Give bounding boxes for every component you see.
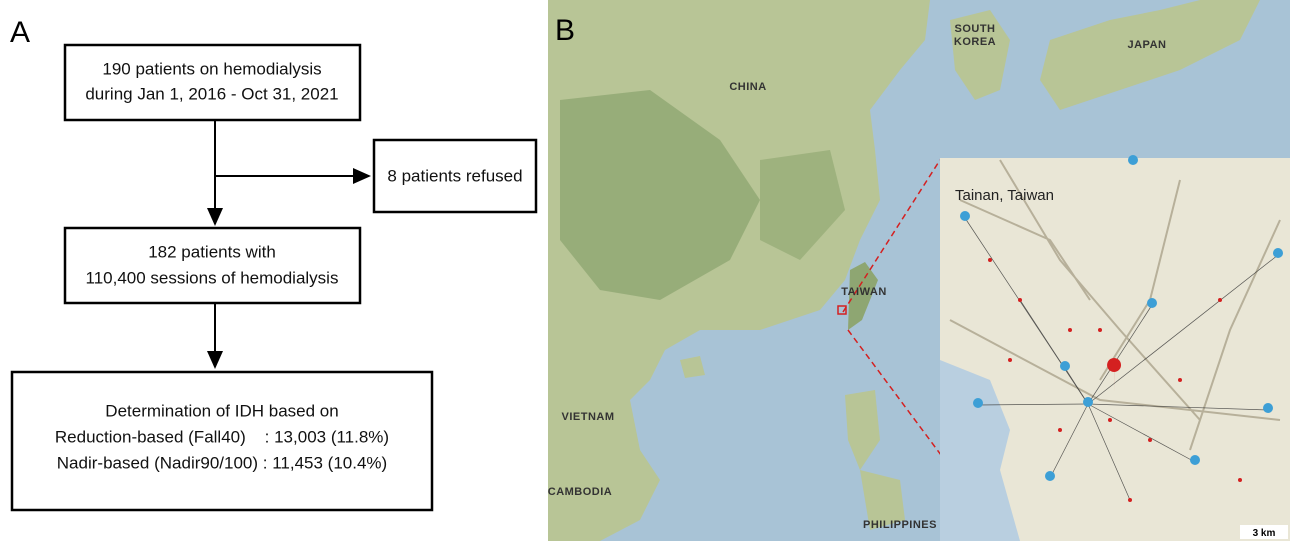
- scale-label: 3 km: [1253, 528, 1276, 539]
- map: [548, 0, 1290, 541]
- inset-title: Tainan, Taiwan: [955, 187, 1054, 204]
- flow-text: 110,400 sessions of hemodialysis: [86, 268, 339, 287]
- map-label: VIETNAM: [562, 411, 615, 423]
- flow-box: [65, 45, 360, 120]
- map-label: PHILIPPINES: [863, 519, 937, 531]
- map-label: JAPAN: [1128, 39, 1167, 51]
- map-label: TAIWAN: [841, 286, 887, 298]
- flow-text: during Jan 1, 2016 - Oct 31, 2021: [85, 84, 338, 103]
- flow-text: Determination of IDH based on: [105, 401, 338, 420]
- flow-text: 8 patients refused: [387, 166, 522, 185]
- flow-box: [65, 228, 360, 303]
- map-label: CAMBODIA: [548, 486, 613, 498]
- figure: A 190 patients on hemodialysis during Ja…: [0, 0, 1290, 541]
- flow-text: 190 patients on hemodialysis: [102, 59, 321, 78]
- flow-text: 182 patients with: [148, 242, 276, 261]
- flow-text: Reduction-based (Fall40) : 13,003 (11.8%…: [55, 427, 389, 446]
- panel-label: B: [555, 14, 575, 47]
- panel-label: A: [10, 16, 30, 49]
- map-label: CHINA: [729, 81, 766, 93]
- flow-text: Nadir-based (Nadir90/100) : 11,453 (10.4…: [57, 453, 387, 472]
